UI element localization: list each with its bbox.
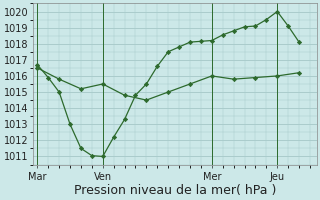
- X-axis label: Pression niveau de la mer( hPa ): Pression niveau de la mer( hPa ): [74, 184, 276, 197]
